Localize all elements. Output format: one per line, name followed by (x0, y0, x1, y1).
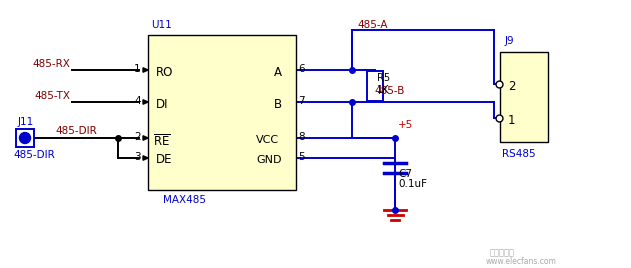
Text: C7: C7 (398, 169, 412, 179)
Text: 485-TX: 485-TX (34, 91, 70, 101)
Text: 3: 3 (134, 152, 141, 162)
Text: J9: J9 (505, 36, 515, 46)
Text: RS485: RS485 (502, 149, 536, 159)
Text: 7: 7 (298, 96, 305, 106)
Text: 1: 1 (134, 64, 141, 74)
Bar (500, 52, 548, 142)
Text: www.elecfans.com: www.elecfans.com (486, 257, 557, 266)
Bar (367, 71, 383, 101)
Text: 8: 8 (298, 132, 305, 142)
Text: 5: 5 (298, 152, 305, 162)
Text: DE: DE (156, 153, 172, 166)
Text: 4: 4 (134, 96, 141, 106)
Text: 1K: 1K (377, 85, 389, 95)
Text: DI: DI (156, 98, 168, 111)
Text: B: B (274, 98, 282, 111)
Text: 2: 2 (508, 80, 516, 93)
Text: R5: R5 (377, 73, 390, 83)
Text: 485-B: 485-B (374, 86, 404, 96)
Text: 485-DIR: 485-DIR (55, 126, 97, 136)
Text: 6: 6 (298, 64, 305, 74)
Text: VCC: VCC (256, 135, 279, 145)
Text: J11: J11 (18, 117, 34, 127)
Text: 485-RX: 485-RX (32, 59, 70, 69)
Text: 2: 2 (134, 132, 141, 142)
Text: 1: 1 (508, 114, 516, 127)
Text: 电子发烧友: 电子发烧友 (490, 248, 515, 257)
Text: U11: U11 (151, 20, 172, 30)
Bar (16, 129, 34, 147)
Text: 0.1uF: 0.1uF (398, 179, 427, 189)
Polygon shape (143, 68, 148, 72)
Bar (148, 35, 296, 190)
Text: +5: +5 (398, 120, 413, 130)
Text: 485-A: 485-A (357, 20, 387, 30)
Text: A: A (274, 66, 282, 79)
Polygon shape (143, 100, 148, 104)
Text: $\overline{\rm RE}$: $\overline{\rm RE}$ (153, 133, 170, 149)
Text: RO: RO (156, 66, 174, 79)
Circle shape (20, 132, 30, 143)
Polygon shape (143, 156, 148, 160)
Polygon shape (143, 136, 148, 140)
Text: GND: GND (256, 155, 281, 165)
Text: MAX485: MAX485 (163, 195, 206, 205)
Text: 485-DIR: 485-DIR (13, 150, 55, 160)
